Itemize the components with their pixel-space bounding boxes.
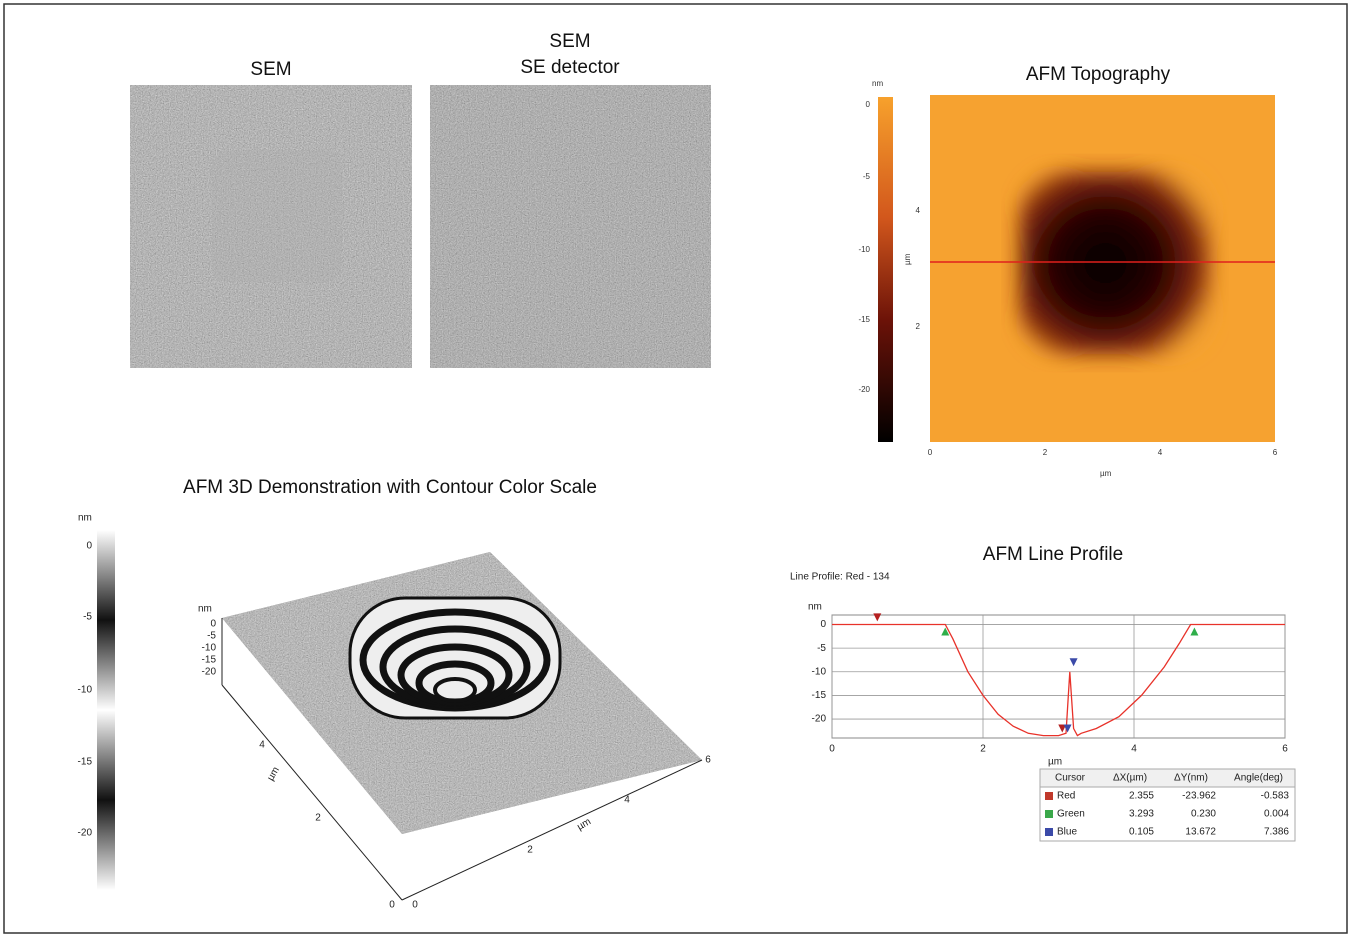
y-axis-label: nm (808, 602, 822, 613)
topo-x-tick: 6 (1273, 448, 1278, 457)
table-header: Cursor (1055, 773, 1086, 784)
afm3d-z-tick: -10 (202, 643, 217, 654)
afm3d-x-tick: 0 (412, 900, 418, 911)
afm3d-z-tick: -5 (207, 631, 216, 642)
table-header: ΔX(µm) (1113, 773, 1147, 784)
y-tick-label: -5 (817, 643, 826, 654)
y-tick-label: -15 (812, 690, 827, 701)
y-tick-label: -20 (812, 714, 827, 725)
table-cell: Green (1057, 809, 1085, 820)
afm3d-colorbar-tick: 0 (86, 541, 92, 552)
table-cell: 0.105 (1129, 827, 1154, 838)
sem-title: SEM (250, 59, 291, 80)
topo-colorbar-tick: -10 (858, 245, 870, 254)
table-header: Angle(deg) (1234, 773, 1283, 784)
x-tick-label: 6 (1282, 744, 1288, 755)
table-cell: -0.583 (1261, 791, 1290, 802)
topo-colorbar-tick: -15 (858, 315, 870, 324)
x-tick-label: 4 (1131, 744, 1137, 755)
afm3d-x-tick: 6 (705, 755, 711, 766)
topo-colorbar-tick: 0 (866, 100, 871, 109)
table-cell: 3.293 (1129, 809, 1154, 820)
topo-x-tick: 2 (1043, 448, 1048, 457)
topo-y-tick: 4 (916, 206, 921, 215)
y-tick-label: 0 (820, 619, 826, 630)
y-tick-label: -10 (812, 666, 827, 677)
sem-indent (212, 150, 342, 282)
x-tick-label: 2 (980, 744, 986, 755)
chart-title: AFM Line Profile (983, 544, 1123, 565)
topo-x-tick: 0 (928, 448, 933, 457)
afm3d-z-unit: nm (198, 604, 212, 615)
x-axis-label: µm (1048, 757, 1062, 768)
afm3d-colorbar-tick: -15 (78, 757, 93, 768)
afm3d-colorbar-tick: -10 (78, 685, 93, 696)
afm3d-z-tick: -20 (202, 667, 217, 678)
topo-colorbar-tick: -5 (863, 172, 871, 181)
table-cell: -23.962 (1182, 791, 1216, 802)
topo-x-tick: 4 (1158, 448, 1163, 457)
topo-colorbar-unit: nm (872, 79, 883, 88)
afm3d-y-label: µm (265, 765, 282, 783)
table-cell: Blue (1057, 827, 1077, 838)
table-cell: 2.355 (1129, 791, 1154, 802)
topo-y-tick: 2 (916, 322, 921, 331)
afm3d-y-tick: 2 (315, 813, 321, 824)
topo-x-label: µm (1100, 469, 1112, 478)
plot-area (832, 615, 1285, 738)
afm3d-colorbar (97, 530, 115, 890)
table-cell: 7.386 (1264, 827, 1289, 838)
x-tick-label: 0 (829, 744, 835, 755)
afm3d-y-tick: 4 (259, 740, 265, 751)
afm3d-x-label: µm (575, 816, 593, 833)
table-cell: 0.230 (1191, 809, 1216, 820)
afm3d-x-tick: 2 (527, 845, 533, 856)
afm3d-title: AFM 3D Demonstration with Contour Color … (183, 477, 597, 498)
topo-colorbar (878, 97, 893, 442)
afm3d-colorbar-tick: -20 (78, 828, 93, 839)
afm3d-x-tick: 4 (624, 795, 630, 806)
page: {"panels": { "sem": {"title": "SEM"}, "s… (0, 0, 1352, 938)
afm3d-colorbar-tick: -5 (83, 612, 92, 623)
afm3d-contours (350, 598, 560, 718)
table-cell: 0.004 (1264, 809, 1289, 820)
topo-colorbar-tick: -20 (858, 385, 870, 394)
topo-y-label: µm (903, 253, 912, 265)
table-header: ΔY(nm) (1174, 773, 1208, 784)
row-swatch (1045, 828, 1053, 836)
row-swatch (1045, 810, 1053, 818)
sem-se-title: SEM (549, 31, 590, 52)
table-cell: Red (1057, 791, 1075, 802)
afm3d-z-tick: 0 (210, 619, 216, 630)
sem-se-title: SE detector (520, 57, 620, 78)
sem-se-noise (430, 85, 711, 368)
afm3d-colorbar-unit: nm (78, 513, 92, 524)
afm3d-z-tick: -15 (202, 655, 217, 666)
chart-subtitle: Line Profile: Red - 134 (790, 572, 890, 583)
table-cell: 13.672 (1185, 827, 1216, 838)
topo-pit (1020, 172, 1210, 354)
topo-title: AFM Topography (1026, 64, 1171, 85)
figure: SEM SEM SE detector AFM Topography nm µm… (0, 0, 1352, 938)
row-swatch (1045, 792, 1053, 800)
afm3d-y-tick: 0 (389, 900, 395, 911)
